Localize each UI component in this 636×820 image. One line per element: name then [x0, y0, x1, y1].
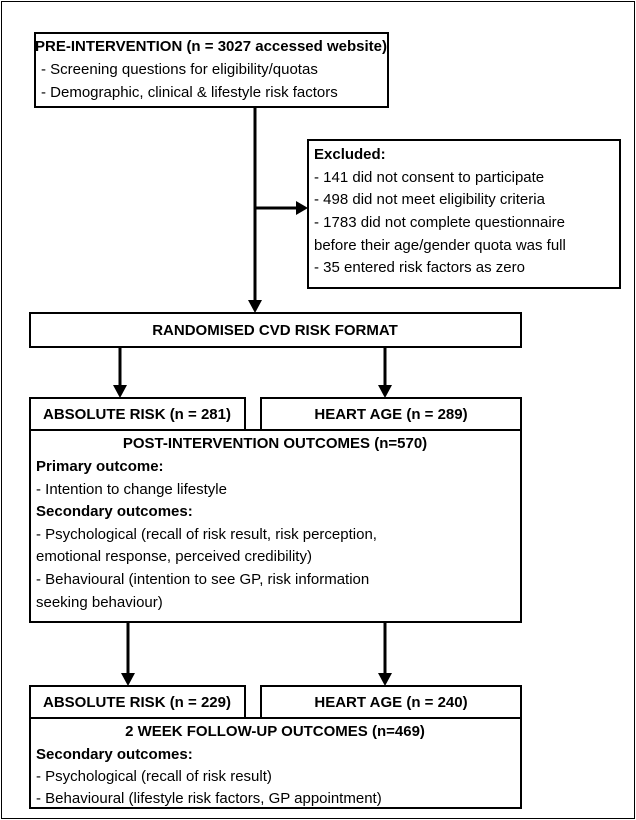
excluded-box: Excluded: - 141 did not consent to parti…	[307, 139, 621, 289]
box-line: - 498 did not meet eligibility criteria	[314, 191, 546, 208]
arm-box: HEART AGE (n = 240)	[260, 685, 522, 719]
box-title: ABSOLUTE RISK (n = 229)	[43, 694, 231, 711]
box-title: POST-INTERVENTION OUTCOMES (n=570)	[123, 435, 427, 452]
box-title: PRE-INTERVENTION (n = 3027 accessed webs…	[35, 38, 387, 55]
box-line: - Behavioural (lifestyle risk factors, G…	[36, 790, 382, 807]
box-line: - 141 did not consent to participate	[314, 169, 544, 186]
box-title: HEART AGE (n = 289)	[314, 406, 467, 423]
box-title: ABSOLUTE RISK (n = 281)	[43, 406, 231, 423]
connectors	[113, 108, 392, 686]
arm-box: HEART AGE (n = 289)	[260, 397, 522, 431]
section-heading: Secondary outcomes:	[36, 503, 193, 520]
box-line: - 35 entered risk factors as zero	[314, 259, 525, 276]
box-line: - Intention to change lifestyle	[36, 481, 227, 498]
box-title: HEART AGE (n = 240)	[314, 694, 467, 711]
box-line: - Psychological (recall of risk result, …	[36, 526, 377, 543]
follow-up-box: 2 WEEK FOLLOW-UP OUTCOMES (n=469) Second…	[29, 717, 522, 809]
arm-box: ABSOLUTE RISK (n = 229)	[29, 685, 246, 719]
randomised-box: RANDOMISED CVD RISK FORMAT	[29, 312, 522, 348]
box-title: 2 WEEK FOLLOW-UP OUTCOMES (n=469)	[125, 723, 425, 740]
box-line: seeking behaviour)	[36, 594, 163, 611]
box-title: Excluded:	[314, 146, 386, 163]
box-line: - Screening questions for eligibility/qu…	[41, 61, 318, 78]
box-line: - Demographic, clinical & lifestyle risk…	[41, 84, 338, 101]
box-line: before their age/gender quota was full	[314, 237, 566, 254]
box-title: RANDOMISED CVD RISK FORMAT	[152, 322, 398, 339]
post-intervention-box: POST-INTERVENTION OUTCOMES (n=570) Prima…	[29, 429, 522, 623]
box-line: - Psychological (recall of risk result)	[36, 768, 272, 785]
section-heading: Primary outcome:	[36, 458, 164, 475]
arm-box: ABSOLUTE RISK (n = 281)	[29, 397, 246, 431]
box-line: - 1783 did not complete questionnaire	[314, 214, 565, 231]
section-heading: Secondary outcomes:	[36, 746, 193, 763]
pre-intervention-box: PRE-INTERVENTION (n = 3027 accessed webs…	[34, 32, 389, 108]
box-line: - Behavioural (intention to see GP, risk…	[36, 571, 369, 588]
box-line: emotional response, perceived credibilit…	[36, 548, 312, 565]
